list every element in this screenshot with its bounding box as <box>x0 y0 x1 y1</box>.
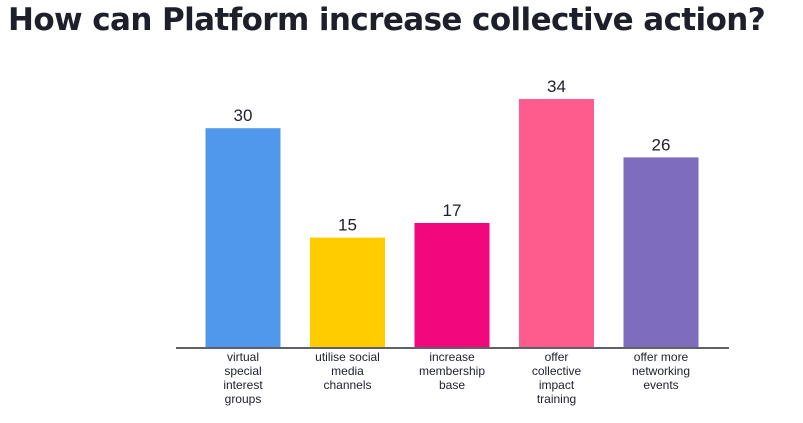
category-label-line: collective <box>532 364 582 378</box>
category-label-line: utilise social <box>315 350 380 364</box>
category-label-3: increase membership base <box>419 350 485 392</box>
category-label-line: interest <box>223 378 263 392</box>
labels-group: 30 virtual special interest groups 15 utilise … <box>223 77 690 406</box>
bar-4 <box>519 99 594 347</box>
bar-3 <box>414 223 490 347</box>
category-label-line: offer more <box>634 350 689 364</box>
bar-2 <box>310 237 385 347</box>
category-label-line: offer <box>545 350 569 364</box>
data-label-3: 17 <box>443 201 462 220</box>
data-label-5: 26 <box>652 135 671 154</box>
category-label-line: events <box>643 378 678 392</box>
bar-1 <box>205 128 281 347</box>
bars-group <box>205 99 699 347</box>
bar-5 <box>623 157 699 347</box>
chart-title: How can Platform increase collective act… <box>8 2 766 38</box>
category-label-2: utilise social media channels <box>315 350 380 392</box>
category-label-1: virtual special interest groups <box>223 350 263 406</box>
data-label-2: 15 <box>338 216 357 235</box>
category-label-4: offer collective impact training <box>532 350 582 406</box>
category-label-line: virtual <box>227 350 259 364</box>
category-label-line: networking <box>632 364 690 378</box>
category-label-line: impact <box>539 378 575 392</box>
data-label-4: 34 <box>547 77 566 96</box>
category-label-line: base <box>439 378 465 392</box>
category-label-line: special <box>224 364 261 378</box>
category-label-line: increase <box>429 350 475 364</box>
category-label-line: media <box>331 364 364 378</box>
category-label-line: training <box>537 392 576 406</box>
data-label-1: 30 <box>234 106 253 125</box>
category-label-line: membership <box>419 364 485 378</box>
category-label-line: groups <box>225 392 262 406</box>
category-label-line: channels <box>323 378 371 392</box>
category-label-5: offer more networking events <box>632 350 690 392</box>
